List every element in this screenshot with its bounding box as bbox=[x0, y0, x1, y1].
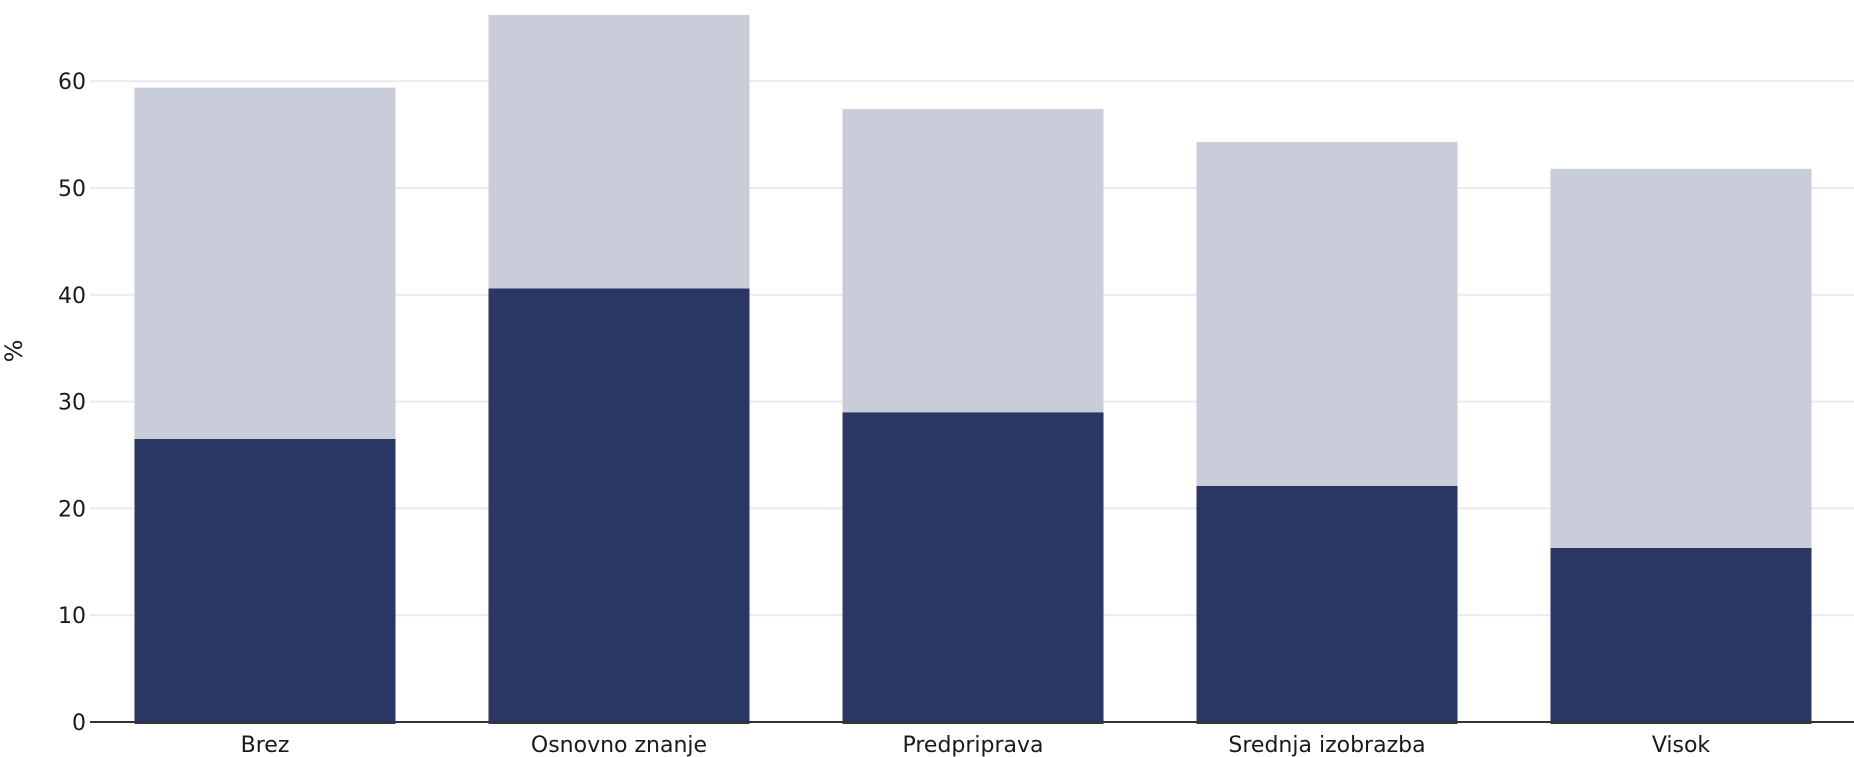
y-tick-label: 10 bbox=[58, 604, 86, 629]
x-tick-label: Visok bbox=[1652, 733, 1711, 757]
y-tick-label: 20 bbox=[58, 497, 86, 522]
bar-bottom-segment bbox=[488, 288, 750, 724]
x-tick-label: Osnovno znanje bbox=[531, 733, 707, 757]
x-tick-label: Brez bbox=[241, 733, 290, 757]
x-tick-label: Predpriprava bbox=[902, 733, 1043, 757]
bars bbox=[134, 14, 1812, 724]
x-axis-tick-labels: Brez Osnovno znanje Predpriprava Srednja iz… bbox=[241, 733, 1711, 757]
bar-top-segment bbox=[488, 14, 750, 289]
bar-bottom-segment bbox=[842, 412, 1104, 724]
bar-top-segment bbox=[1196, 142, 1458, 486]
y-tick-label: 30 bbox=[58, 391, 86, 416]
bar-top-segment bbox=[134, 87, 396, 439]
bar-bottom-segment bbox=[1550, 547, 1812, 724]
bar-top-segment bbox=[842, 108, 1104, 413]
y-axis-tick-labels: 0 10 20 30 40 50 60 bbox=[58, 70, 86, 736]
y-tick-label: 50 bbox=[58, 177, 86, 202]
y-tick-label: 0 bbox=[72, 711, 86, 736]
y-tick-label: 60 bbox=[58, 70, 86, 95]
y-tick-label: 40 bbox=[58, 284, 86, 309]
bar-bottom-segment bbox=[134, 438, 396, 724]
x-tick-label: Srednja izobrazba bbox=[1228, 733, 1425, 757]
bar-top-segment bbox=[1550, 168, 1812, 548]
bar-bottom-segment bbox=[1196, 485, 1458, 724]
y-axis-title: % bbox=[0, 340, 28, 363]
